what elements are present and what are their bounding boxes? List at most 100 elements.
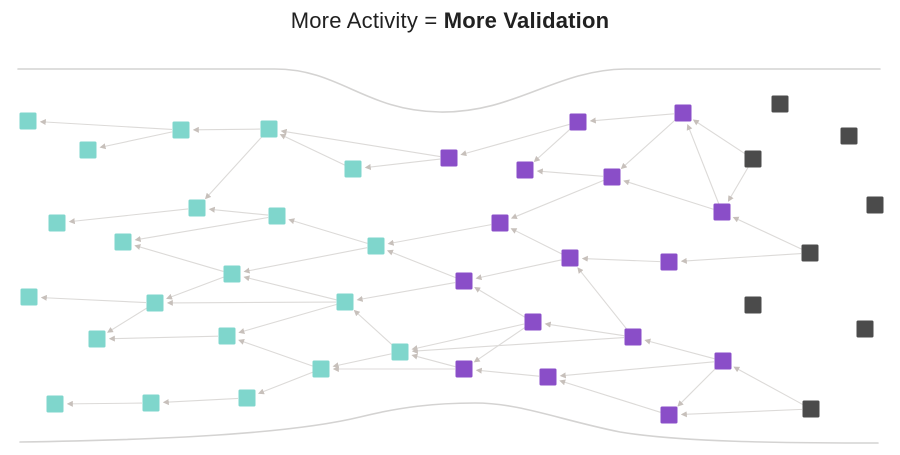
validation-edge [108,335,219,342]
transaction-node-teal [188,199,206,217]
transaction-node-purple [624,328,642,346]
transaction-node-dark [840,127,858,145]
transaction-node-purple [660,253,678,271]
transaction-node-purple [569,113,587,131]
transaction-node-teal [238,389,256,407]
transaction-node-teal [48,214,66,232]
transaction-node-dark [866,196,884,214]
validation-edge [677,366,718,407]
validation-edge [387,224,492,246]
validation-edge [107,307,148,333]
validation-edge [257,371,313,395]
validation-edge [460,123,570,157]
transaction-node-purple [660,406,678,424]
transaction-node-dark [801,244,819,262]
validation-edge [40,294,147,304]
validation-edge [623,179,714,210]
validation-edge [589,113,675,124]
transaction-node-teal [19,112,37,130]
validation-edge [620,118,677,170]
validation-edge [680,408,803,418]
validation-edge [411,337,625,354]
validation-edge [474,287,526,318]
transaction-node-teal [336,293,354,311]
validation-edge [243,275,337,301]
transaction-node-teal [344,160,362,178]
boundary-curve-bottom [19,402,879,444]
transaction-node-purple [455,360,473,378]
transaction-node-purple [455,272,473,290]
transaction-node-purple [539,368,557,386]
transaction-node-teal [223,265,241,283]
transaction-node-purple [674,104,692,122]
transaction-node-purple [516,161,534,179]
transaction-node-teal [312,360,330,378]
validation-edge [577,267,628,331]
validation-edge [208,206,269,216]
transaction-node-teal [146,294,164,312]
validation-edge [39,119,173,131]
validation-edge [243,247,368,274]
validation-edge [692,119,746,155]
transaction-node-purple [524,313,542,331]
validation-edge [475,259,562,281]
validation-edge [162,397,239,406]
transaction-node-dark [856,320,874,338]
validation-edge [581,255,661,263]
validation-edge [644,338,715,360]
validation-edge [411,353,456,368]
validation-edge [332,353,392,369]
validation-edge [238,339,313,367]
validation-edge [166,276,224,300]
transaction-node-purple [603,168,621,186]
validation-edge [280,128,441,158]
validation-edge [353,309,394,347]
transaction-node-teal [114,233,132,251]
transaction-node-dark [802,400,820,418]
boundary-curve-top [17,68,881,113]
validation-edge [732,216,803,250]
validation-edge [356,282,456,302]
transaction-node-purple [714,352,732,370]
validation-edge [166,299,337,306]
transaction-node-purple [561,249,579,267]
validation-edge [473,326,526,363]
validation-edge [559,361,715,379]
validation-edge [686,123,720,204]
transaction-node-dark [744,296,762,314]
validation-edge [288,218,368,244]
diagram-title: More Activity = More Validation [0,8,900,34]
validation-edge [727,166,749,202]
transaction-node-teal [79,141,97,159]
validation-edge [134,244,224,272]
transaction-node-purple [440,149,458,167]
transaction-node-teal [88,330,106,348]
validation-edge [680,253,802,264]
validation-edge [238,303,337,334]
title-prefix: More Activity = [290,8,444,33]
transaction-node-teal [142,394,160,412]
validation-edge [510,228,563,255]
transaction-node-teal [260,120,278,138]
transaction-node-teal [20,288,38,306]
transaction-node-teal [268,207,286,225]
validation-edge [279,133,346,166]
transaction-node-teal [172,121,190,139]
transaction-node-teal [218,327,236,345]
validation-edge [204,135,264,200]
validation-edge [544,321,625,337]
validation-edge [533,127,572,163]
transaction-node-purple [491,214,509,232]
transaction-node-dark [771,95,789,113]
validation-edge [134,216,269,243]
transaction-node-dark [744,150,762,168]
transaction-node-teal [391,343,409,361]
validation-edge [733,366,804,406]
validation-edge [536,168,604,177]
validation-edge [99,131,173,150]
validation-edge [510,179,604,220]
validation-edge [475,367,540,377]
validation-edge [559,379,661,413]
